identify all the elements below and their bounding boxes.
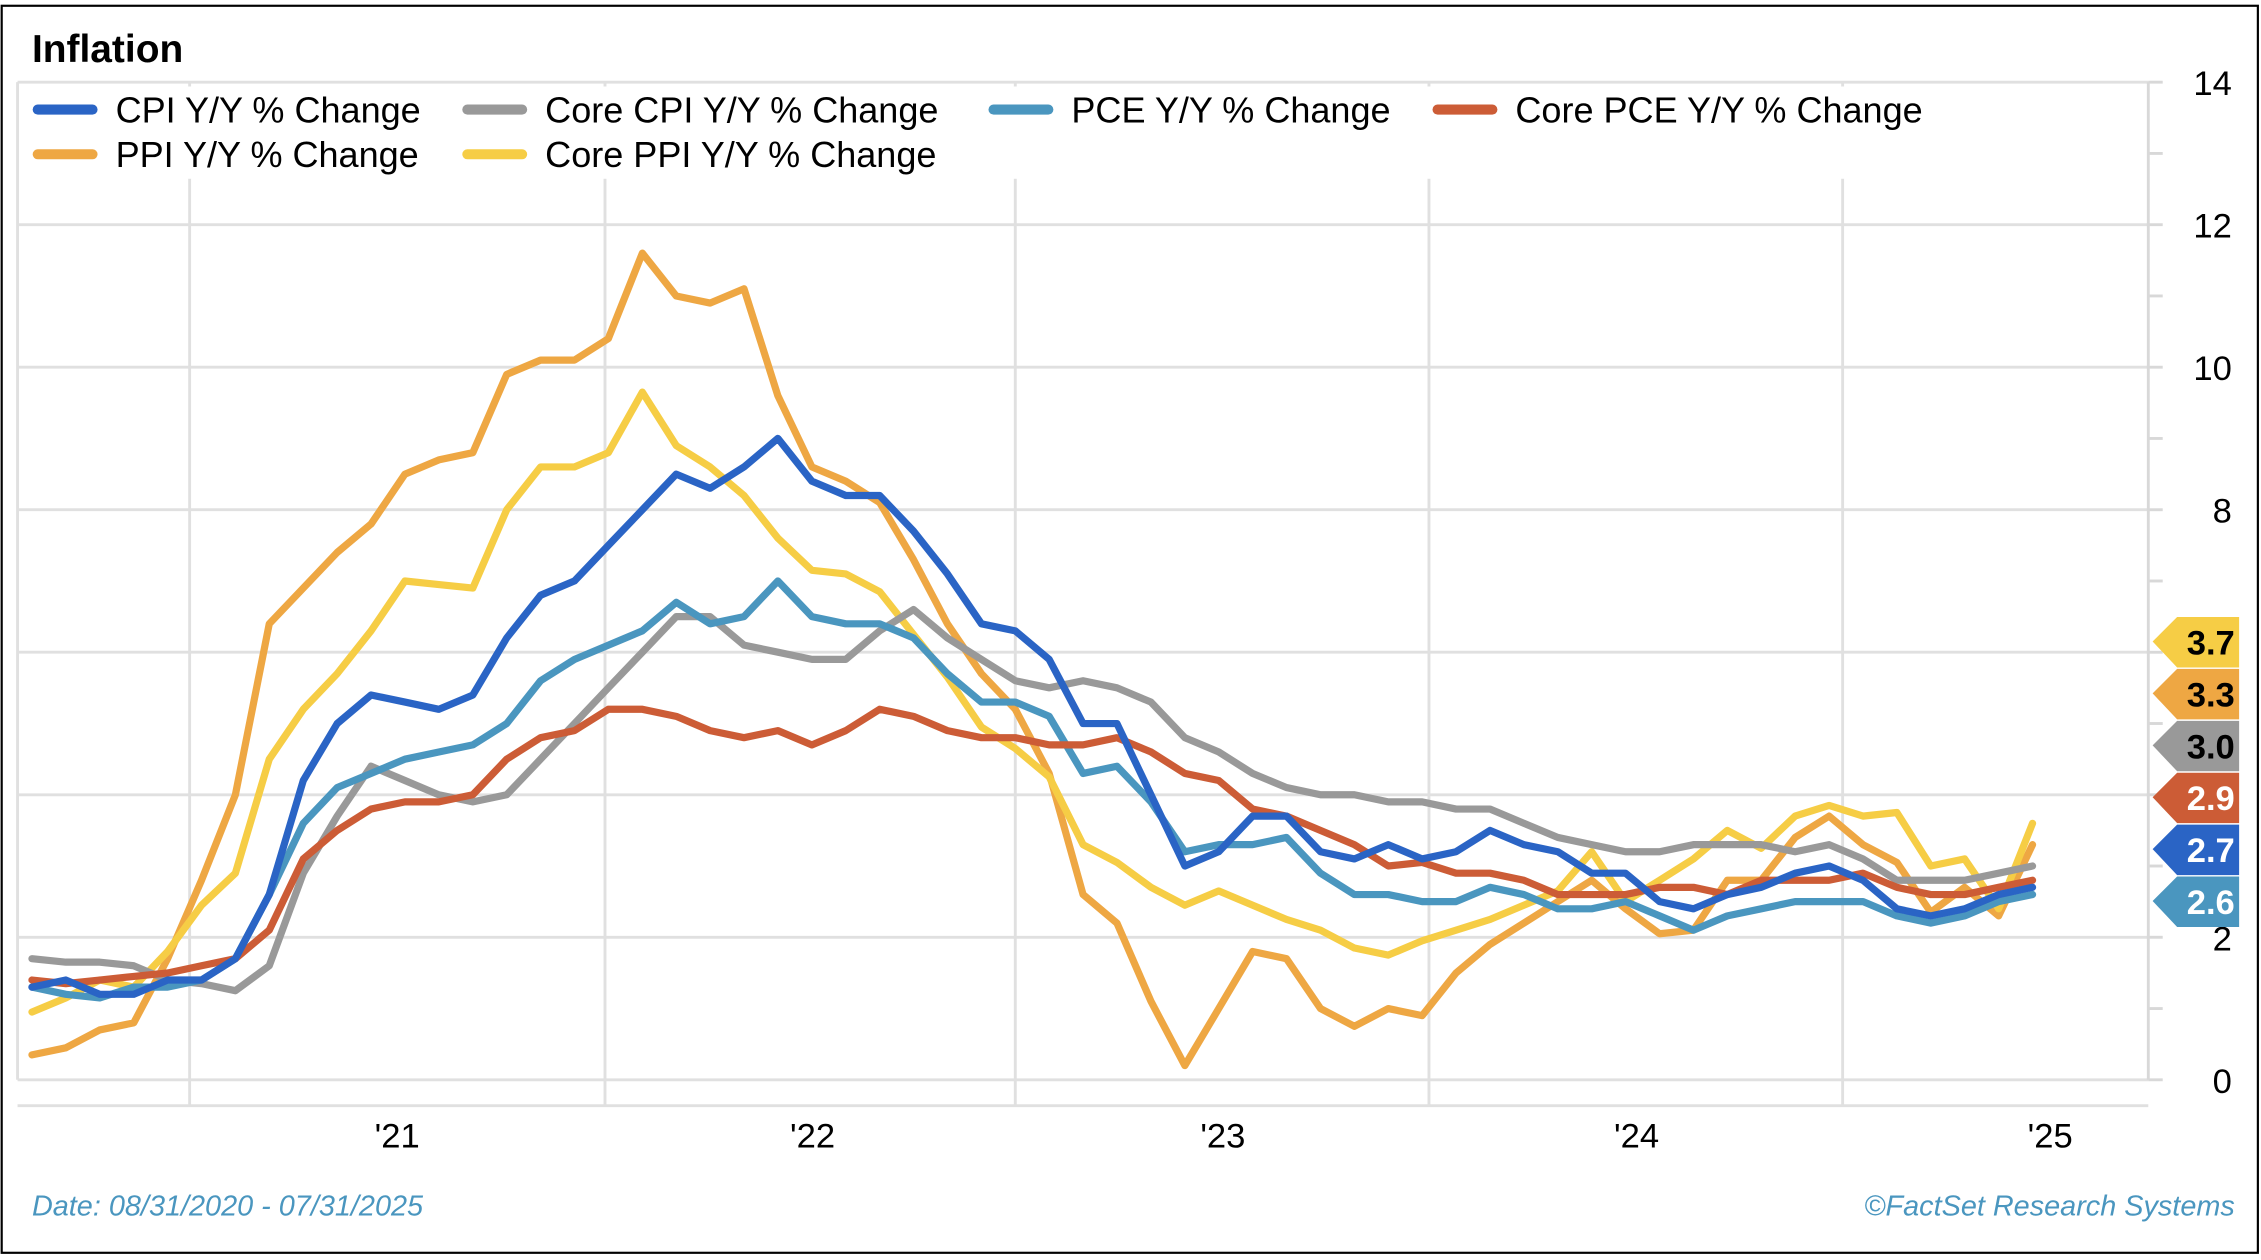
legend-label: Core PPI Y/Y % Change — [545, 134, 936, 175]
last-value-badge: 2.6 — [2152, 876, 2240, 927]
series-line-cpi-y-y-change — [28, 434, 2037, 998]
x-tick-label: '21 — [375, 1118, 420, 1156]
y-tick-label: 10 — [2193, 350, 2231, 388]
badge-value: 3.0 — [2187, 728, 2235, 766]
last-value-badge: 3.7 — [2152, 617, 2240, 668]
legend-label: CPI Y/Y % Change — [116, 90, 421, 131]
y-tick-label: 12 — [2193, 208, 2231, 246]
last-value-badges: 3.7 3.3 3.0 2.9 2.7 2.6 — [2152, 617, 2240, 927]
last-value-badge: 3.3 — [2152, 668, 2240, 720]
footer-source: ©FactSet Research Systems — [1864, 1190, 2235, 1222]
legend: CPI Y/Y % Change Core CPI Y/Y % Change PCE… — [20, 86, 2126, 179]
badge-shape — [2152, 668, 2240, 720]
badge-shape — [2152, 824, 2240, 876]
badge-value: 3.3 — [2187, 676, 2235, 714]
y-tick-label: 14 — [2193, 65, 2231, 103]
badge-value: 2.6 — [2187, 884, 2235, 922]
footer-date-range: Date: 08/31/2020 - 07/31/2025 — [32, 1190, 424, 1222]
x-axis: '21 '22 '23 '24 '25 — [375, 1118, 2073, 1156]
x-tick-label: '23 — [1200, 1118, 1245, 1156]
chart-title: Inflation — [32, 28, 183, 71]
y-tick-label: 2 — [2213, 920, 2232, 958]
chart-frame — [0, 4, 2259, 1254]
series-line-core-pce-y-y-change — [28, 705, 2037, 988]
badge-shape — [2152, 617, 2240, 668]
series-lines — [28, 249, 2037, 1070]
series-line-core-ppi-y-y-change — [28, 388, 2037, 1016]
last-value-badge: 2.7 — [2152, 824, 2240, 876]
badge-shape — [2152, 720, 2240, 772]
gridlines — [16, 80, 2149, 1108]
y-tick-label: 0 — [2213, 1063, 2232, 1101]
legend-label: Core PCE Y/Y % Change — [1515, 90, 1922, 131]
last-value-badge: 3.0 — [2152, 720, 2240, 772]
badge-value: 3.7 — [2187, 625, 2235, 663]
legend-label: PCE Y/Y % Change — [1071, 90, 1390, 131]
legend-label: PPI Y/Y % Change — [116, 134, 419, 175]
badge-value: 2.9 — [2187, 780, 2235, 818]
badge-value: 2.7 — [2187, 832, 2235, 870]
x-tick-label: '24 — [1614, 1118, 1659, 1156]
series-line-pce-y-y-change — [28, 577, 2037, 1002]
last-value-badge: 2.9 — [2152, 772, 2240, 824]
badge-shape — [2152, 772, 2240, 824]
y-tick-label: 8 — [2213, 493, 2232, 531]
x-tick-label: '22 — [790, 1118, 835, 1156]
badge-shape — [2152, 876, 2240, 927]
legend-label: Core CPI Y/Y % Change — [545, 90, 938, 131]
legend-background — [20, 86, 2126, 179]
x-tick-label: '25 — [2028, 1118, 2073, 1156]
